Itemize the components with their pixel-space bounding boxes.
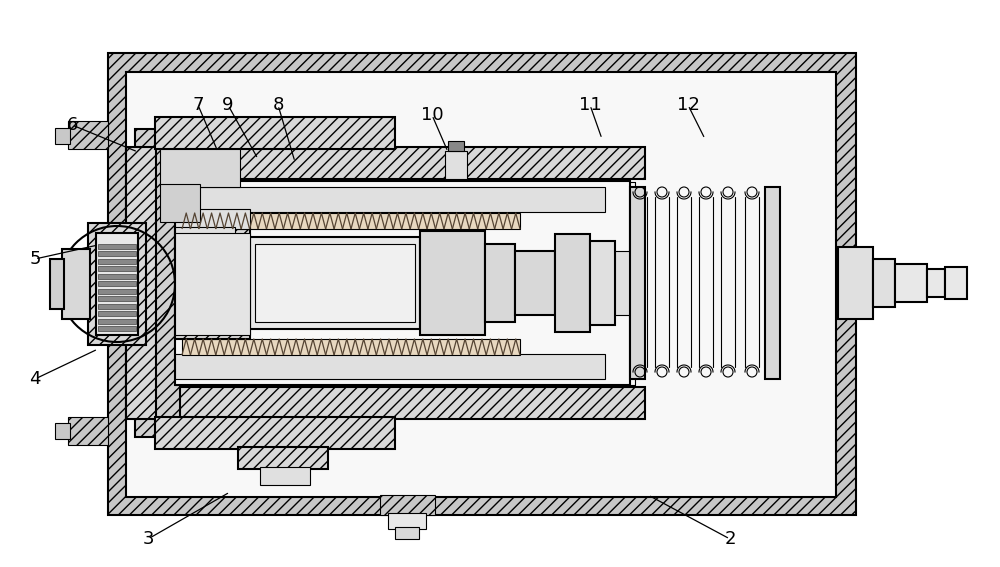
- Bar: [98, 289, 136, 294]
- Bar: [388, 513, 426, 529]
- Bar: [98, 266, 136, 271]
- Bar: [448, 141, 464, 151]
- Bar: [96, 233, 138, 335]
- Bar: [175, 354, 605, 379]
- Bar: [68, 121, 108, 149]
- Bar: [98, 319, 136, 324]
- Bar: [945, 267, 967, 299]
- Bar: [50, 259, 64, 309]
- Bar: [485, 244, 515, 322]
- Bar: [98, 251, 136, 256]
- Bar: [765, 187, 780, 379]
- Bar: [895, 264, 927, 302]
- Bar: [873, 259, 895, 307]
- Bar: [88, 223, 146, 345]
- Bar: [175, 227, 235, 247]
- Bar: [160, 184, 200, 222]
- Bar: [108, 53, 856, 515]
- Bar: [182, 339, 520, 355]
- Bar: [260, 467, 310, 485]
- Bar: [55, 423, 70, 439]
- Bar: [126, 72, 836, 497]
- Text: 4: 4: [29, 370, 41, 388]
- Text: 12: 12: [677, 96, 699, 114]
- Bar: [838, 247, 873, 319]
- Bar: [55, 128, 70, 144]
- Bar: [445, 151, 467, 179]
- Bar: [175, 229, 250, 339]
- Text: 10: 10: [421, 106, 443, 124]
- Text: 7: 7: [192, 96, 204, 114]
- Text: 6: 6: [66, 116, 78, 134]
- Bar: [255, 244, 415, 322]
- Bar: [420, 231, 485, 335]
- Text: 9: 9: [222, 96, 234, 114]
- Bar: [175, 209, 250, 229]
- Bar: [630, 187, 645, 379]
- Bar: [98, 281, 136, 286]
- Bar: [175, 181, 630, 385]
- Text: 5: 5: [29, 250, 41, 268]
- Text: 8: 8: [272, 96, 284, 114]
- Bar: [175, 187, 605, 212]
- Bar: [160, 149, 240, 187]
- Bar: [238, 447, 328, 469]
- Bar: [175, 233, 250, 335]
- Text: 3: 3: [142, 530, 154, 548]
- Bar: [98, 326, 136, 331]
- Bar: [515, 251, 555, 315]
- Bar: [126, 147, 156, 419]
- Bar: [98, 243, 136, 248]
- Bar: [155, 117, 395, 149]
- Bar: [155, 417, 395, 449]
- Bar: [98, 273, 136, 278]
- Text: 2: 2: [724, 530, 736, 548]
- Bar: [155, 387, 645, 419]
- Bar: [155, 147, 645, 179]
- Bar: [395, 527, 419, 539]
- Bar: [250, 237, 420, 329]
- Text: 11: 11: [579, 96, 601, 114]
- Bar: [590, 241, 615, 325]
- Bar: [927, 269, 945, 297]
- Bar: [135, 129, 180, 437]
- Bar: [380, 495, 435, 515]
- Bar: [98, 311, 136, 316]
- Bar: [62, 249, 90, 319]
- Bar: [98, 296, 136, 301]
- Bar: [98, 303, 136, 308]
- Bar: [98, 259, 136, 264]
- Bar: [615, 251, 635, 315]
- Bar: [555, 234, 590, 332]
- Bar: [182, 213, 520, 229]
- Bar: [68, 417, 108, 445]
